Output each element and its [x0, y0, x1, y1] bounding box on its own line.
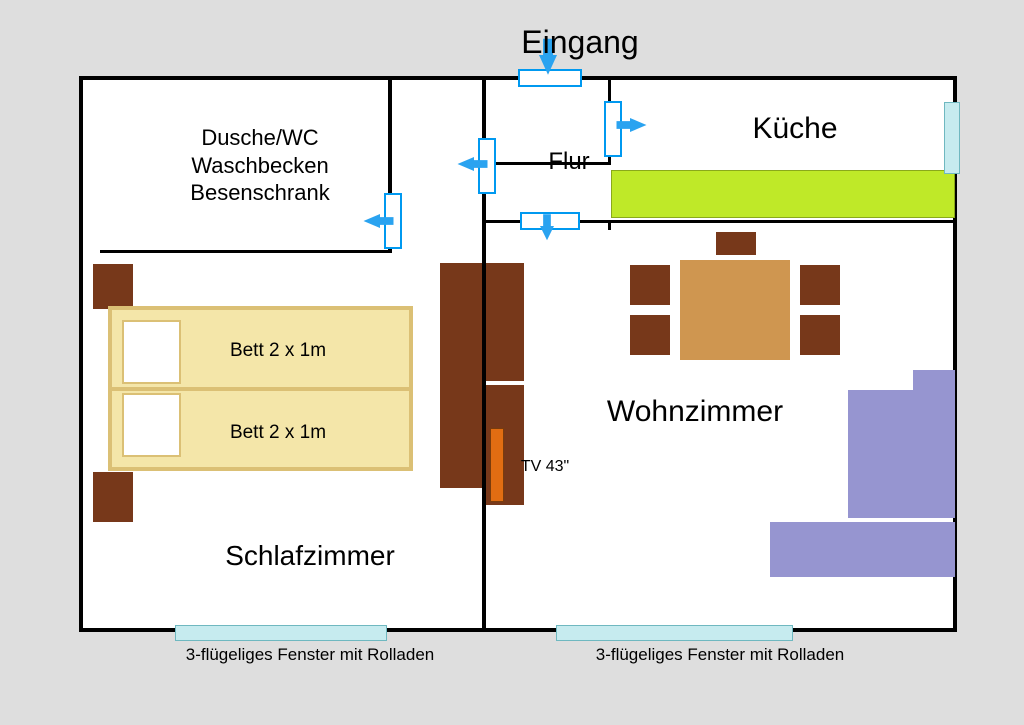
label-dusche: Dusche/WC Waschbecken Besenschrank: [140, 124, 380, 207]
label-flur: Flur: [534, 148, 604, 176]
dining-chair: [630, 265, 670, 305]
mattress-2: [122, 393, 181, 457]
bed: [108, 306, 413, 471]
label-schlafzimmer: Schlafzimmer: [180, 540, 440, 572]
dining-chair: [800, 265, 840, 305]
label-fenster-l: 3-flügeliges Fenster mit Rolladen: [130, 645, 490, 665]
wardrobe: [440, 263, 482, 488]
dining-chair: [716, 232, 756, 255]
label-tv: TV 43": [500, 458, 590, 476]
kitchen-counter: [611, 170, 955, 218]
sofa-arm-top: [913, 370, 955, 390]
bed-divider: [112, 387, 409, 391]
nightstand: [93, 472, 133, 522]
wall-segment: [100, 250, 392, 253]
dining-chair: [630, 315, 670, 355]
direction-arrow-icon: [600, 95, 660, 155]
wall-segment: [608, 220, 611, 230]
label-bett2: Bett 2 x 1m: [188, 422, 368, 444]
nightstand: [93, 264, 133, 309]
wardrobe: [486, 263, 524, 381]
dining-chair: [800, 315, 840, 355]
label-eingang: Eingang: [490, 24, 670, 61]
label-kueche: Küche: [715, 112, 875, 146]
window: [175, 625, 387, 641]
window: [556, 625, 793, 641]
wall-segment: [79, 76, 83, 632]
window: [944, 102, 960, 174]
dining-table: [680, 260, 790, 360]
sofa-seat: [848, 390, 955, 518]
direction-arrow-icon: [444, 134, 504, 194]
direction-arrow-icon: [521, 200, 573, 252]
mattress-1: [122, 320, 181, 384]
sofa-foot: [770, 522, 955, 577]
label-bett1: Bett 2 x 1m: [188, 340, 368, 362]
label-fenster-r: 3-flügeliges Fenster mit Rolladen: [540, 645, 900, 665]
label-wohnzimmer: Wohnzimmer: [565, 395, 825, 429]
